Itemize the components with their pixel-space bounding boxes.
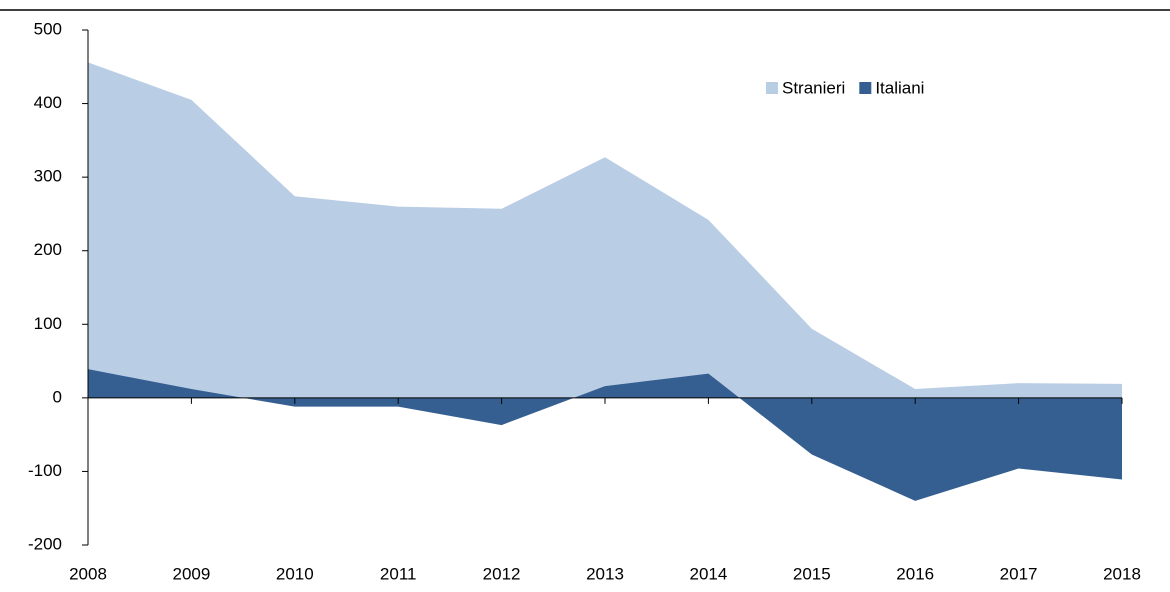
- x-tick-label: 2014: [689, 564, 727, 583]
- x-tick-label: 2017: [1000, 564, 1038, 583]
- x-tick-label: 2012: [483, 564, 521, 583]
- x-tick-label: 2011: [380, 564, 417, 583]
- y-tick-label: 100: [34, 314, 62, 333]
- y-tick-label: 300: [34, 167, 62, 186]
- x-tick-label: 2013: [586, 564, 624, 583]
- y-tick-label: -200: [28, 534, 62, 553]
- legend-label: Italiani: [875, 78, 924, 97]
- y-tick-label: 200: [34, 240, 62, 259]
- x-tick-label: 2008: [69, 564, 107, 583]
- x-tick-label: 2009: [172, 564, 210, 583]
- legend-label: Stranieri: [782, 78, 845, 97]
- area: [88, 369, 1122, 501]
- y-tick-label: 500: [34, 19, 62, 38]
- x-tick-label: 2018: [1103, 564, 1141, 583]
- x-tick-label: 2010: [276, 564, 314, 583]
- x-tick-label: 2016: [896, 564, 934, 583]
- legend-swatch: [859, 82, 872, 94]
- y-tick-label: -100: [28, 461, 62, 480]
- legend-swatch: [766, 82, 778, 94]
- y-tick-label: 0: [53, 387, 62, 406]
- x-tick-label: 2015: [793, 564, 831, 583]
- area: [88, 62, 1122, 398]
- y-tick-label: 400: [34, 93, 62, 112]
